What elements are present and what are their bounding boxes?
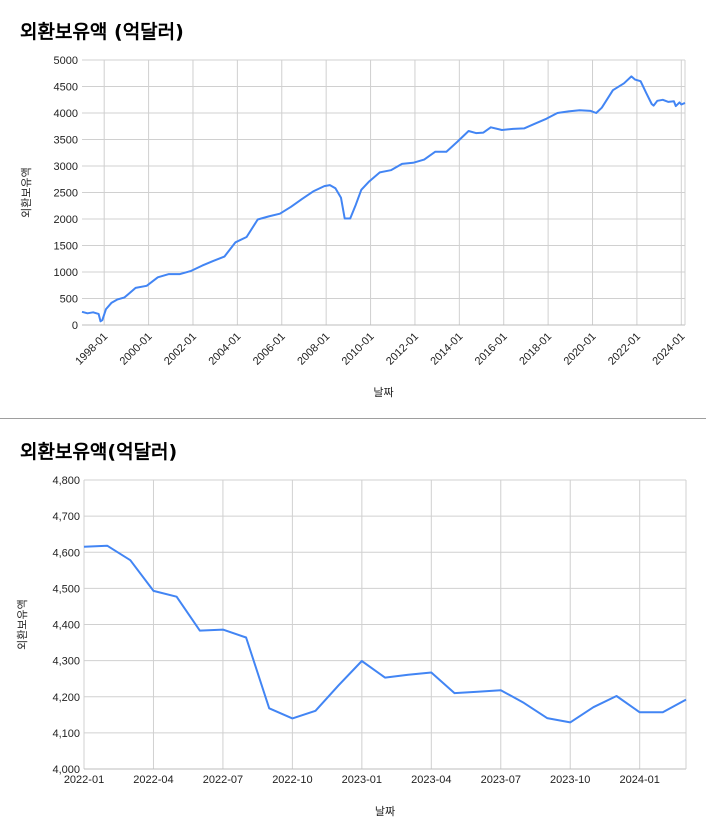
y-axis-label: 외환보유액 [16, 599, 29, 650]
x-tick-label: 2023-04 [411, 774, 451, 786]
y-tick-label: 3500 [54, 135, 78, 147]
y-tick-label: 0 [72, 320, 78, 332]
y-tick-label: 4,500 [52, 583, 80, 595]
chart-title: 외환보유액(억달러) [20, 441, 178, 463]
y-tick-label: 4,700 [52, 511, 80, 523]
x-tick-label: 2012-01 [384, 331, 421, 368]
x-tick-label: 2023-10 [550, 774, 590, 786]
y-tick-label: 4,600 [52, 547, 80, 559]
y-tick-label: 500 [60, 294, 78, 306]
x-tick-label: 2014-01 [428, 331, 465, 368]
x-tick-label: 2024-01 [650, 331, 687, 368]
x-tick-label: 2018-01 [517, 331, 554, 368]
x-tick-label: 2022-04 [133, 774, 173, 786]
x-tick-label: 2022-01 [606, 331, 643, 368]
y-tick-label: 4,100 [52, 728, 80, 740]
x-tick-label: 2022-01 [64, 774, 104, 786]
x-tick-label: 2006-01 [251, 331, 288, 368]
y-tick-label: 4,000 [52, 764, 80, 776]
y-tick-label: 1000 [54, 267, 78, 279]
chart-panel-overview: 외환보유액 (억달러) 0 500 1000 1500 2000 2500 3000 3500… [0, 0, 706, 418]
y-tick-label: 4,800 [52, 475, 80, 487]
y-tick-label: 4,200 [52, 692, 80, 704]
y-axis-label: 외환보유액 [20, 167, 33, 218]
y-tick-label: 1500 [54, 241, 78, 253]
y-tick-label: 2500 [54, 188, 78, 200]
series-line [81, 75, 686, 323]
x-tick-label: 1998-01 [73, 331, 110, 368]
x-tick-label: 2022-10 [272, 774, 312, 786]
x-tick-label: 2023-01 [342, 774, 382, 786]
series-line [83, 544, 687, 724]
x-tick-label: 2016-01 [473, 331, 510, 368]
x-tick-label: 2000-01 [118, 331, 155, 368]
panel-divider [0, 418, 706, 419]
line-chart-recent: 4,000 4,100 4,200 4,300 4,400 4,500 4,600 4,700… [16, 475, 687, 818]
line-chart-overview: 0 500 1000 1500 2000 2500 3000 3500 4000 4500 5000… [20, 55, 687, 399]
x-axis-label: 날짜 [373, 386, 393, 399]
chart-panel-recent: 외환보유액(억달러) 4,000 4,100 4,200 4,300 4,400 4,50… [0, 419, 706, 837]
x-tick-label: 2010-01 [340, 331, 377, 368]
x-tick-label: 2020-01 [562, 331, 599, 368]
x-tick-label: 2024-01 [620, 774, 660, 786]
x-axis-label: 날짜 [375, 805, 395, 818]
y-tick-label: 5000 [54, 55, 78, 67]
y-tick-label: 4500 [54, 82, 78, 94]
y-tick-label: 2000 [54, 214, 78, 226]
x-tick-label: 2022-07 [203, 774, 243, 786]
y-tick-label: 3000 [54, 161, 78, 173]
y-tick-label: 4000 [54, 108, 78, 120]
y-tick-label: 4,300 [52, 656, 80, 668]
x-tick-label: 2002-01 [162, 331, 199, 368]
x-tick-label: 2004-01 [206, 331, 243, 368]
x-tick-label: 2023-07 [481, 774, 521, 786]
chart-title: 외환보유액 (억달러) [20, 21, 184, 43]
x-tick-label: 2008-01 [295, 331, 332, 368]
y-tick-label: 4,400 [52, 620, 80, 632]
